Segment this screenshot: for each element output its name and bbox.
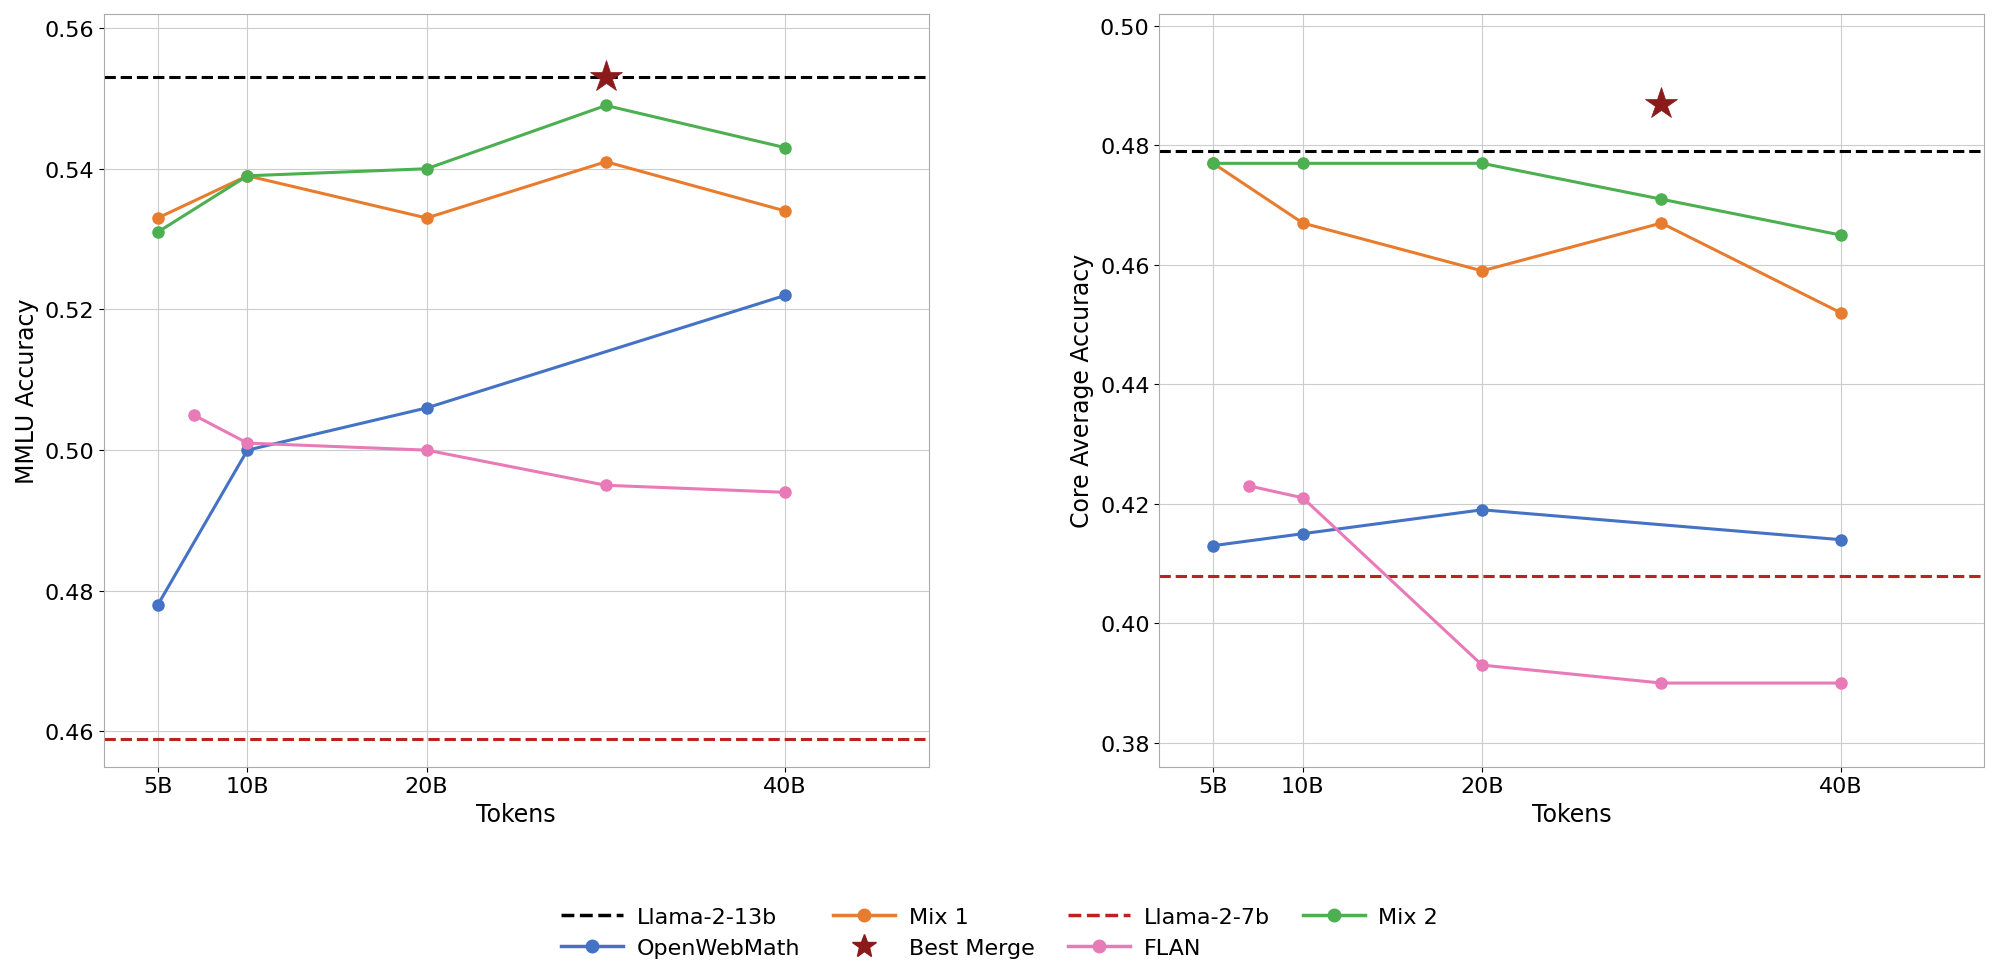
X-axis label: Tokens: Tokens (1530, 802, 1610, 826)
Legend: Llama-2-13b, OpenWebMath, Mix 1, Best Merge, Llama-2-7b, FLAN, Mix 2: Llama-2-13b, OpenWebMath, Mix 1, Best Me… (551, 898, 1447, 967)
X-axis label: Tokens: Tokens (476, 802, 555, 826)
Y-axis label: MMLU Accuracy: MMLU Accuracy (16, 298, 40, 483)
Y-axis label: Core Average Accuracy: Core Average Accuracy (1069, 254, 1093, 528)
